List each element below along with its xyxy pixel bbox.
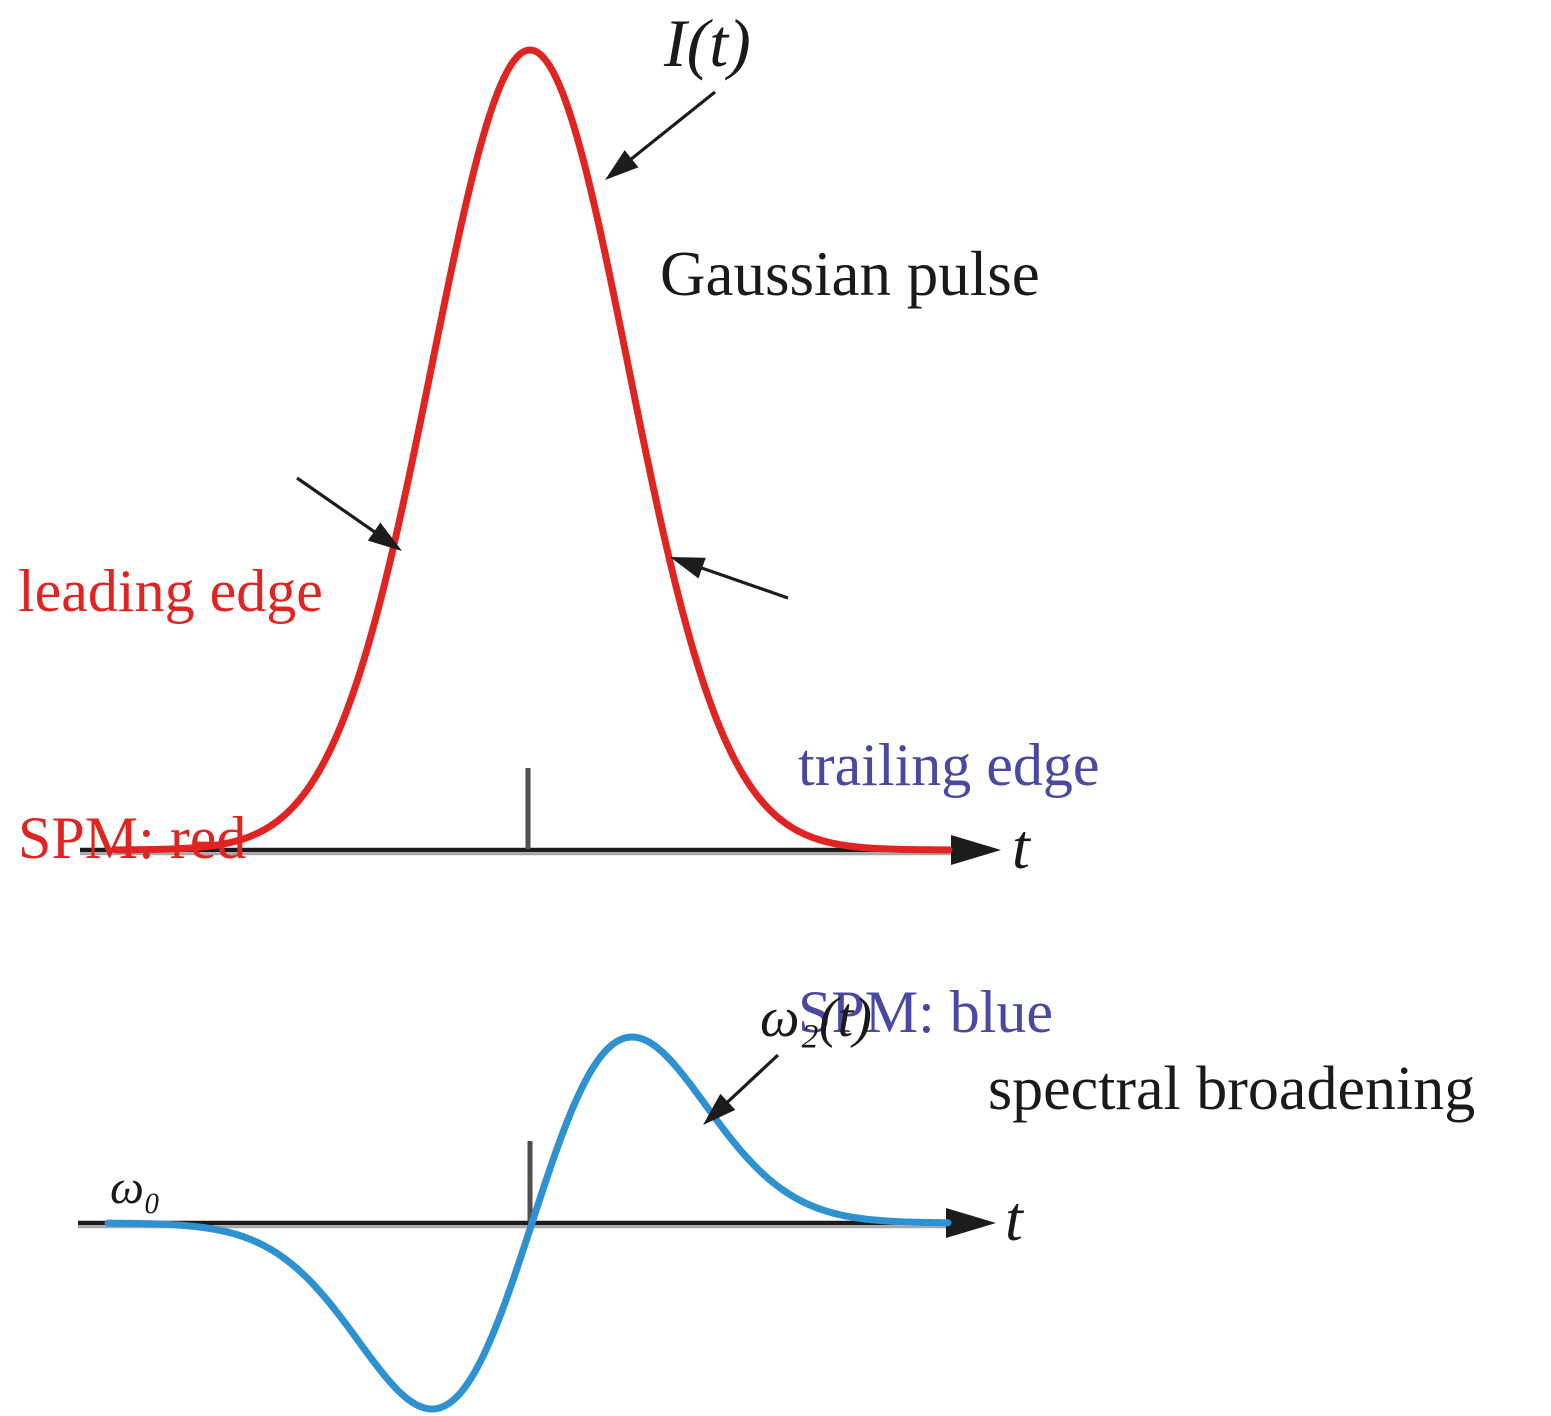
trailing-edge-arrow [687, 561, 789, 600]
pulse-label-arrow-head-icon [605, 150, 639, 180]
trailing-edge-label: trailing edge SPM: blue [798, 560, 1100, 1218]
pulse-intensity-label: I(t) [664, 5, 751, 81]
leading-edge-arrow-head-icon [367, 522, 402, 551]
omega2-label-arrow-head-icon [703, 1093, 736, 1125]
instantaneous-frequency-curve [104, 1033, 952, 1413]
carrier-frequency-label: ω₀ [110, 1161, 161, 1214]
leading-edge-label-line1: leading edge [18, 558, 323, 625]
leading-edge-arrow [296, 476, 388, 542]
top-axis-time-label: t [1012, 811, 1030, 882]
trailing-edge-label-line2: SPM: blue [798, 978, 1054, 1045]
bottom-axis-time-label: t [1005, 1183, 1023, 1254]
pulse-label-arrow [618, 90, 716, 170]
bottom-time-axis-arrowhead-icon [946, 1208, 996, 1238]
instantaneous-frequency-label: ω₂(t) [760, 987, 872, 1049]
gaussian-pulse-title: Gaussian pulse [660, 239, 1040, 309]
leading-edge-label: leading edge SPM: red [18, 386, 323, 1044]
trailing-edge-label-line1: trailing edge [798, 732, 1100, 799]
gaussian-pulse-curve [111, 46, 953, 854]
trailing-edge-arrow-head-icon [670, 557, 706, 579]
leading-edge-label-line2: SPM: red [18, 804, 247, 871]
top-time-axis-arrowhead-icon [951, 835, 1001, 865]
spectral-broadening-title: spectral broadening [988, 1055, 1476, 1123]
